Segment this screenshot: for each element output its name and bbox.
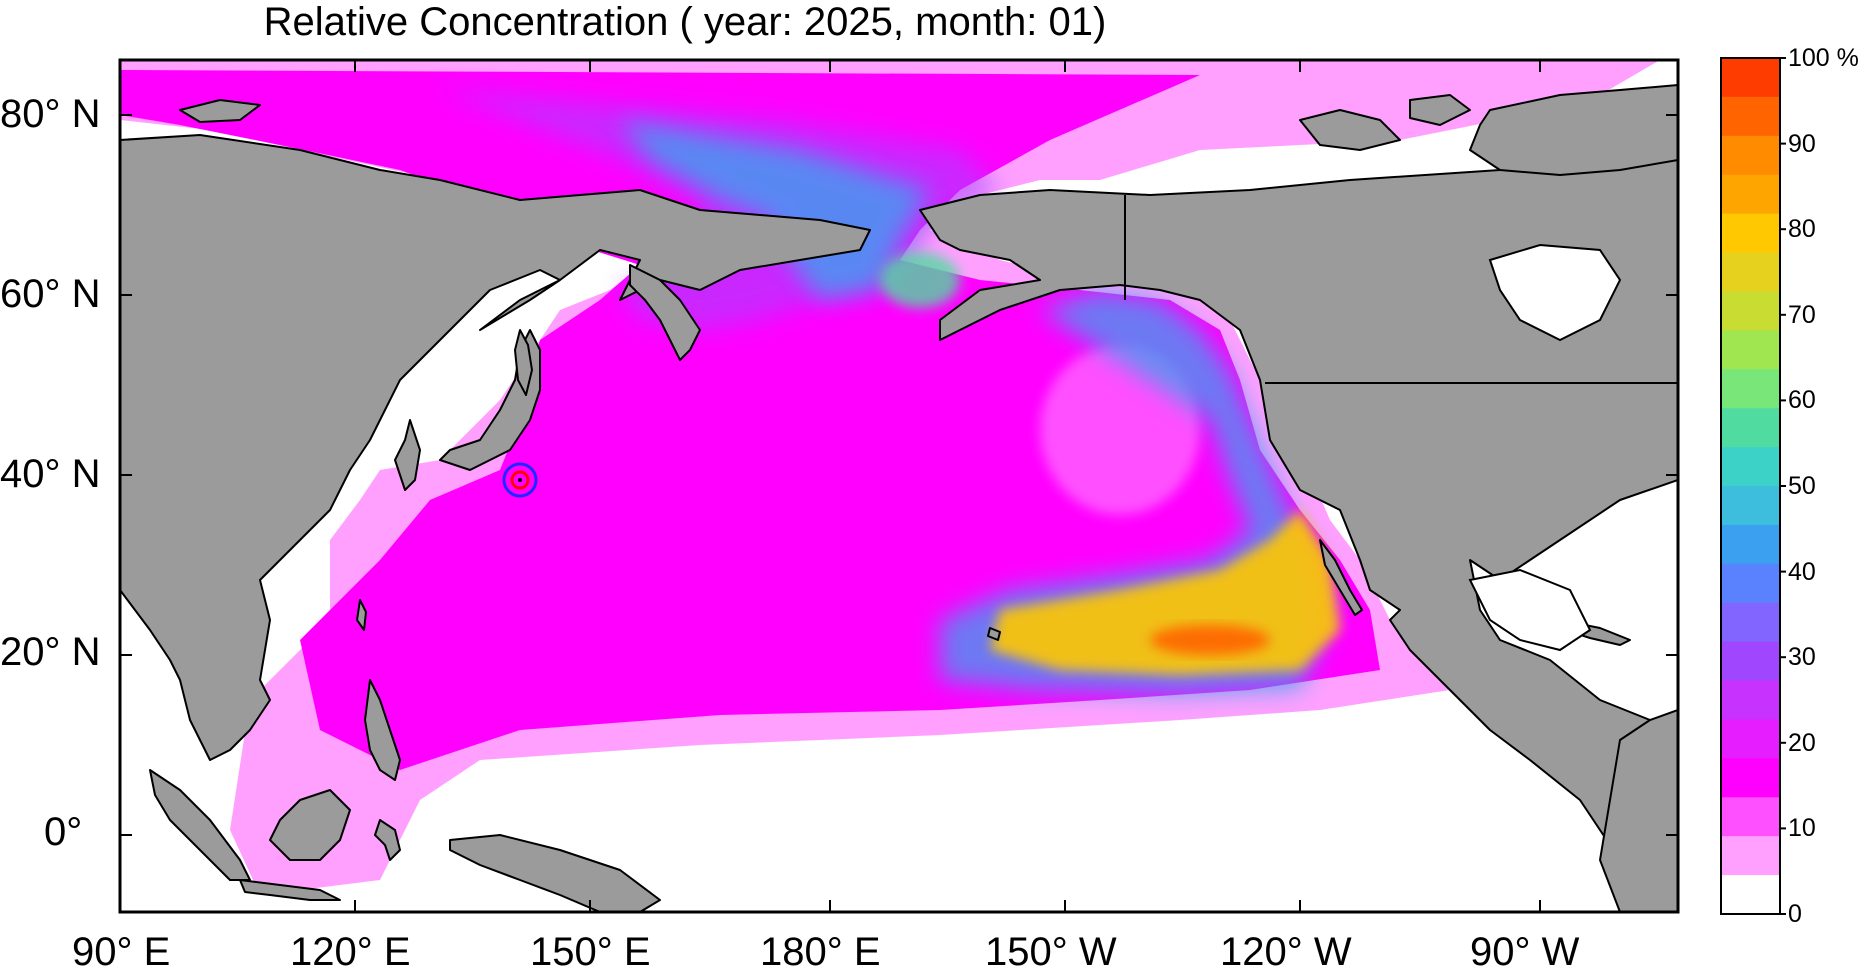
source-marker-outer-ring (502, 462, 538, 498)
lon-label-180e: 180° E (760, 930, 881, 974)
map-frame (118, 58, 1680, 914)
land-taiwan (356, 599, 367, 631)
colorbar-tick-label: 60 (1788, 386, 1816, 415)
land-java (239, 879, 341, 901)
colorbar-segment (1721, 641, 1780, 682)
political-borders (1124, 195, 1678, 384)
colorbar-segment (1721, 486, 1780, 526)
lat-label-20n: 20° N (0, 630, 101, 674)
hudson-bay (1488, 243, 1622, 342)
map-title: Relative Concentration ( year: 2025, mon… (263, 0, 1107, 44)
colorbar-segment (1721, 213, 1780, 254)
colorbar-segment (1721, 174, 1780, 215)
source-location-marker (502, 462, 538, 498)
land-north-america (919, 149, 1678, 912)
land-sakhalin (514, 329, 533, 396)
colorbar-segment (1721, 447, 1780, 487)
colorbar-segment (1721, 96, 1780, 137)
colorbar-segment (1721, 330, 1780, 370)
land-greenland-arctic (1469, 84, 1678, 176)
latitude-ticks (120, 114, 1678, 836)
colorbar-segment (1721, 602, 1780, 643)
land-new-guinea (449, 834, 661, 912)
colorbar-tick-label: 10 (1788, 814, 1816, 843)
inland-water (1468, 243, 1622, 652)
colorbar-segment (1721, 719, 1780, 759)
concentration-patch-green (880, 252, 960, 308)
land-philippines (364, 679, 401, 781)
land-asia (120, 134, 871, 761)
concentration-band-blue-north (620, 120, 930, 300)
source-marker-dot (518, 478, 522, 482)
colorbar-segment (1721, 758, 1780, 798)
colorbar-segment (1721, 135, 1780, 176)
land-arctic-islands-a (1299, 109, 1401, 151)
lon-label-150w: 150° W (985, 930, 1117, 974)
concentration-field (120, 60, 1660, 895)
lon-label-120e: 120° E (290, 930, 411, 974)
gulf-of-mexico (1468, 568, 1592, 652)
colorbar-tick-label: 70 (1788, 300, 1816, 329)
colorbar-segment (1721, 875, 1780, 915)
land-south-america (1599, 709, 1678, 912)
lon-label-150e: 150° E (530, 930, 651, 974)
colorbar-tick-label: 30 (1788, 643, 1816, 672)
colorbar-segment (1721, 252, 1780, 293)
land-baja (1319, 539, 1363, 616)
colorbar-segment (1721, 680, 1780, 721)
land-arctic-islands-b (1409, 94, 1471, 126)
colorbar-segment (1721, 408, 1780, 448)
lat-label-60n: 60° N (0, 272, 101, 316)
landmasses (120, 84, 1678, 912)
colorbar-tick-label: 20 (1788, 728, 1816, 757)
lon-label-90e: 90° E (72, 930, 171, 974)
colorbar-segment (1721, 836, 1780, 876)
colorbar-tick-label: 90 (1788, 129, 1816, 158)
land-borneo (269, 789, 351, 861)
lat-label-40n: 40° N (0, 452, 101, 496)
lon-label-120w: 120° W (1220, 930, 1352, 974)
colorbar-segment (1721, 369, 1780, 409)
land-novaya (179, 99, 261, 123)
land-japan (439, 329, 541, 471)
colorbar-tick-label: 40 (1788, 557, 1816, 586)
colorbar-segment (1721, 58, 1780, 98)
source-marker-inner-ring (510, 470, 530, 490)
longitude-ticks (119, 60, 1541, 912)
land-sulawesi (374, 819, 401, 861)
colorbar-frame (1720, 57, 1781, 915)
lat-label-80n: 80° N (0, 92, 101, 136)
lon-label-90w: 90° W (1470, 930, 1580, 974)
colorbar (1721, 57, 1786, 915)
colorbar-segment (1721, 563, 1780, 604)
colorbar-tick-label: 80 (1788, 215, 1816, 244)
colorbar-tick-label: 50 (1788, 472, 1816, 500)
land-kamchatka (629, 264, 701, 361)
colorbar-tick-label: 100 % (1788, 44, 1859, 72)
colorbar-tick-label: 0 (1788, 900, 1802, 928)
land-hawaii (987, 627, 1001, 641)
colorbar-segment (1721, 291, 1780, 331)
lat-label-0: 0° (44, 810, 83, 854)
colorbar-segment (1721, 524, 1780, 565)
land-korea (394, 419, 421, 491)
map-area (120, 60, 1678, 912)
colorbar-segment (1721, 797, 1780, 837)
concentration-peak (1150, 625, 1270, 655)
